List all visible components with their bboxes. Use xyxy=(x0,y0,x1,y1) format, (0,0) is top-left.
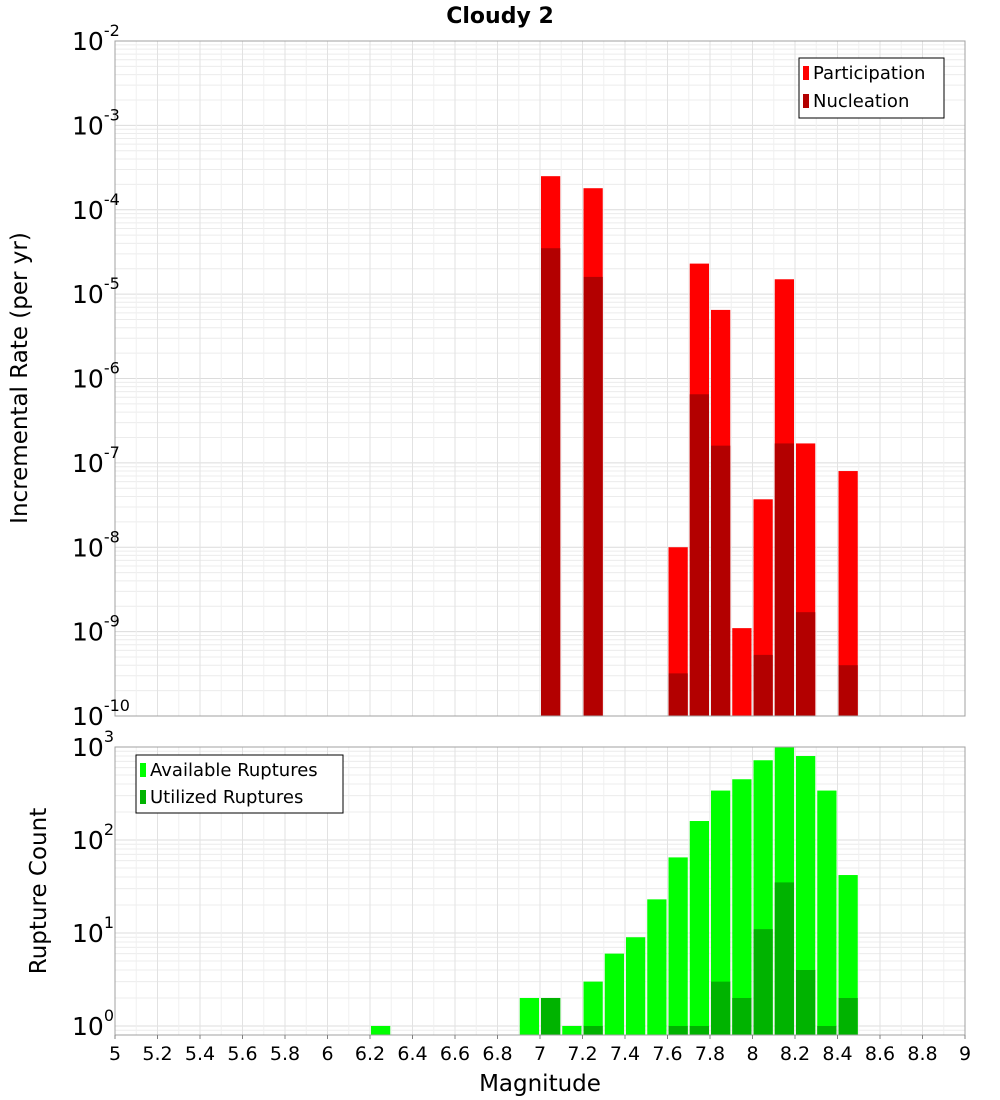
y-tick-label: 102 xyxy=(72,820,114,855)
top-legend-box xyxy=(798,57,945,119)
bar-inner-nucleation xyxy=(838,665,858,716)
x-tick-label: 6.2 xyxy=(355,1043,385,1065)
y-tick-label: 10-7 xyxy=(72,443,120,478)
y-tick-label: 100 xyxy=(72,1006,114,1041)
bar-inner-nucleation xyxy=(541,248,561,717)
bar-available-ruptures xyxy=(838,875,858,1035)
bar-available-ruptures xyxy=(626,937,646,1035)
x-tick-label: 8.8 xyxy=(907,1043,937,1065)
bar-available-ruptures xyxy=(668,857,688,1035)
nucleation-legend-swatch xyxy=(803,94,809,108)
x-tick-label: 7.2 xyxy=(567,1043,597,1065)
bottom-y-axis-label: Rupture Count xyxy=(26,808,52,974)
x-tick-label: 5.2 xyxy=(142,1043,172,1065)
bar-available-ruptures xyxy=(711,790,731,1035)
x-tick-label: 8.4 xyxy=(822,1043,852,1065)
y-tick-label: 10-8 xyxy=(72,527,120,562)
top-plot-border xyxy=(114,40,966,717)
x-tick-label: 7.8 xyxy=(695,1043,725,1065)
bar-inner-nucleation xyxy=(774,443,794,716)
bar-inner-nucleation xyxy=(689,394,709,716)
bar-inner-utilized-ruptures xyxy=(541,997,561,1035)
bar-inner-nucleation xyxy=(796,612,816,716)
bar-inner-nucleation xyxy=(583,276,603,716)
bar-available-ruptures xyxy=(519,997,539,1035)
y-tick-label: 10-2 xyxy=(72,21,120,56)
x-tick-label: 8.2 xyxy=(780,1043,810,1065)
bar-available-ruptures xyxy=(583,981,603,1035)
y-tick-label: 10-4 xyxy=(72,190,120,225)
x-axis-label: Magnitude xyxy=(479,1071,601,1097)
bar-available-ruptures xyxy=(689,821,709,1035)
x-tick-label: 8.6 xyxy=(865,1043,895,1065)
y-tick-label: 10-9 xyxy=(72,612,120,647)
x-tick-label: 5.8 xyxy=(270,1043,300,1065)
bottom-legend-box xyxy=(135,754,344,814)
top-gridlines xyxy=(114,40,966,717)
bar-available-ruptures xyxy=(647,899,667,1035)
bar-inner-utilized-ruptures xyxy=(817,1025,837,1035)
top-bars xyxy=(541,176,858,717)
x-tick-label: 7.4 xyxy=(610,1043,640,1065)
bar-available-ruptures xyxy=(604,953,624,1035)
bar-inner-utilized-ruptures xyxy=(732,997,752,1035)
bar-participation xyxy=(838,471,858,716)
available-ruptures-legend-label: Available Ruptures xyxy=(150,760,318,781)
y-tick-label: 10-10 xyxy=(72,696,130,731)
x-tick-label: 6.8 xyxy=(482,1043,512,1065)
y-tick-label: 10-6 xyxy=(72,359,120,394)
top-y-axis-label: Incremental Rate (per yr) xyxy=(7,232,33,524)
bar-inner-utilized-ruptures xyxy=(753,929,773,1035)
x-tick-label: 6.4 xyxy=(397,1043,427,1065)
bar-inner-nucleation xyxy=(711,445,731,716)
x-tick-label: 7 xyxy=(534,1043,546,1065)
x-tick-label: 7.6 xyxy=(652,1043,682,1065)
x-tick-label: 6 xyxy=(321,1043,333,1065)
bottom-legend: Available Ruptures Utilized Ruptures xyxy=(135,754,344,814)
participation-plot: 10-10 10-9 10-8 10-7 10-6 10-5 10-4 10-3 10-2 In… xyxy=(7,21,966,731)
bottom-y-tick-labels: 100 101 102 103 xyxy=(72,727,114,1041)
x-tick-label: 5.6 xyxy=(227,1043,257,1065)
bar-inner-nucleation xyxy=(668,673,688,716)
bar-inner-utilized-ruptures xyxy=(774,882,794,1035)
bar-inner-utilized-ruptures xyxy=(796,969,816,1035)
x-tick-label: 9 xyxy=(959,1043,971,1065)
utilized-ruptures-legend-swatch xyxy=(140,790,146,804)
available-ruptures-legend-swatch xyxy=(140,763,146,777)
bar-available-ruptures xyxy=(562,1025,582,1035)
participation-legend-label: Participation xyxy=(813,63,925,84)
bar-participation xyxy=(732,628,752,716)
y-tick-label: 103 xyxy=(72,727,114,762)
nucleation-legend-label: Nucleation xyxy=(813,91,909,112)
bar-available-ruptures xyxy=(796,756,816,1035)
bar-available-ruptures xyxy=(817,790,837,1035)
y-tick-label: 101 xyxy=(72,913,114,948)
bar-inner-utilized-ruptures xyxy=(838,997,858,1035)
utilized-ruptures-legend-label: Utilized Ruptures xyxy=(150,787,303,808)
top-y-tick-labels: 10-10 10-9 10-8 10-7 10-6 10-5 10-4 10-3 10-2 xyxy=(72,21,130,731)
bar-inner-utilized-ruptures xyxy=(689,1025,709,1035)
bar-inner-utilized-ruptures xyxy=(668,1025,688,1035)
x-tick-label: 5 xyxy=(109,1043,121,1065)
x-tick-labels: 5 5.2 5.4 5.6 5.8 6 6.2 6.4 6.6 6.8 7 7.2 7.4 7.6 7.8 8… xyxy=(109,1035,971,1065)
bar-inner-nucleation xyxy=(753,654,773,716)
bar-available-ruptures xyxy=(371,1025,391,1035)
x-tick-label: 5.4 xyxy=(185,1043,215,1065)
bottom-bars xyxy=(371,747,858,1035)
bar-inner-utilized-ruptures xyxy=(711,981,731,1035)
top-legend: Participation Nucleation xyxy=(798,57,945,119)
x-tick-label: 8 xyxy=(746,1043,758,1065)
bar-inner-utilized-ruptures xyxy=(583,1025,603,1035)
chart-title: Cloudy 2 xyxy=(446,4,554,29)
y-tick-label: 10-5 xyxy=(72,274,120,309)
participation-legend-swatch xyxy=(803,66,809,80)
bar-available-ruptures xyxy=(732,779,752,1035)
x-tick-label: 6.6 xyxy=(440,1043,470,1065)
y-tick-label: 10-3 xyxy=(72,105,120,140)
rupture-count-plot: 100 101 102 103 5 5.2 5.4 5.6 5.8 6 6.2 6.4 6.6 6.8 7… xyxy=(26,727,971,1097)
